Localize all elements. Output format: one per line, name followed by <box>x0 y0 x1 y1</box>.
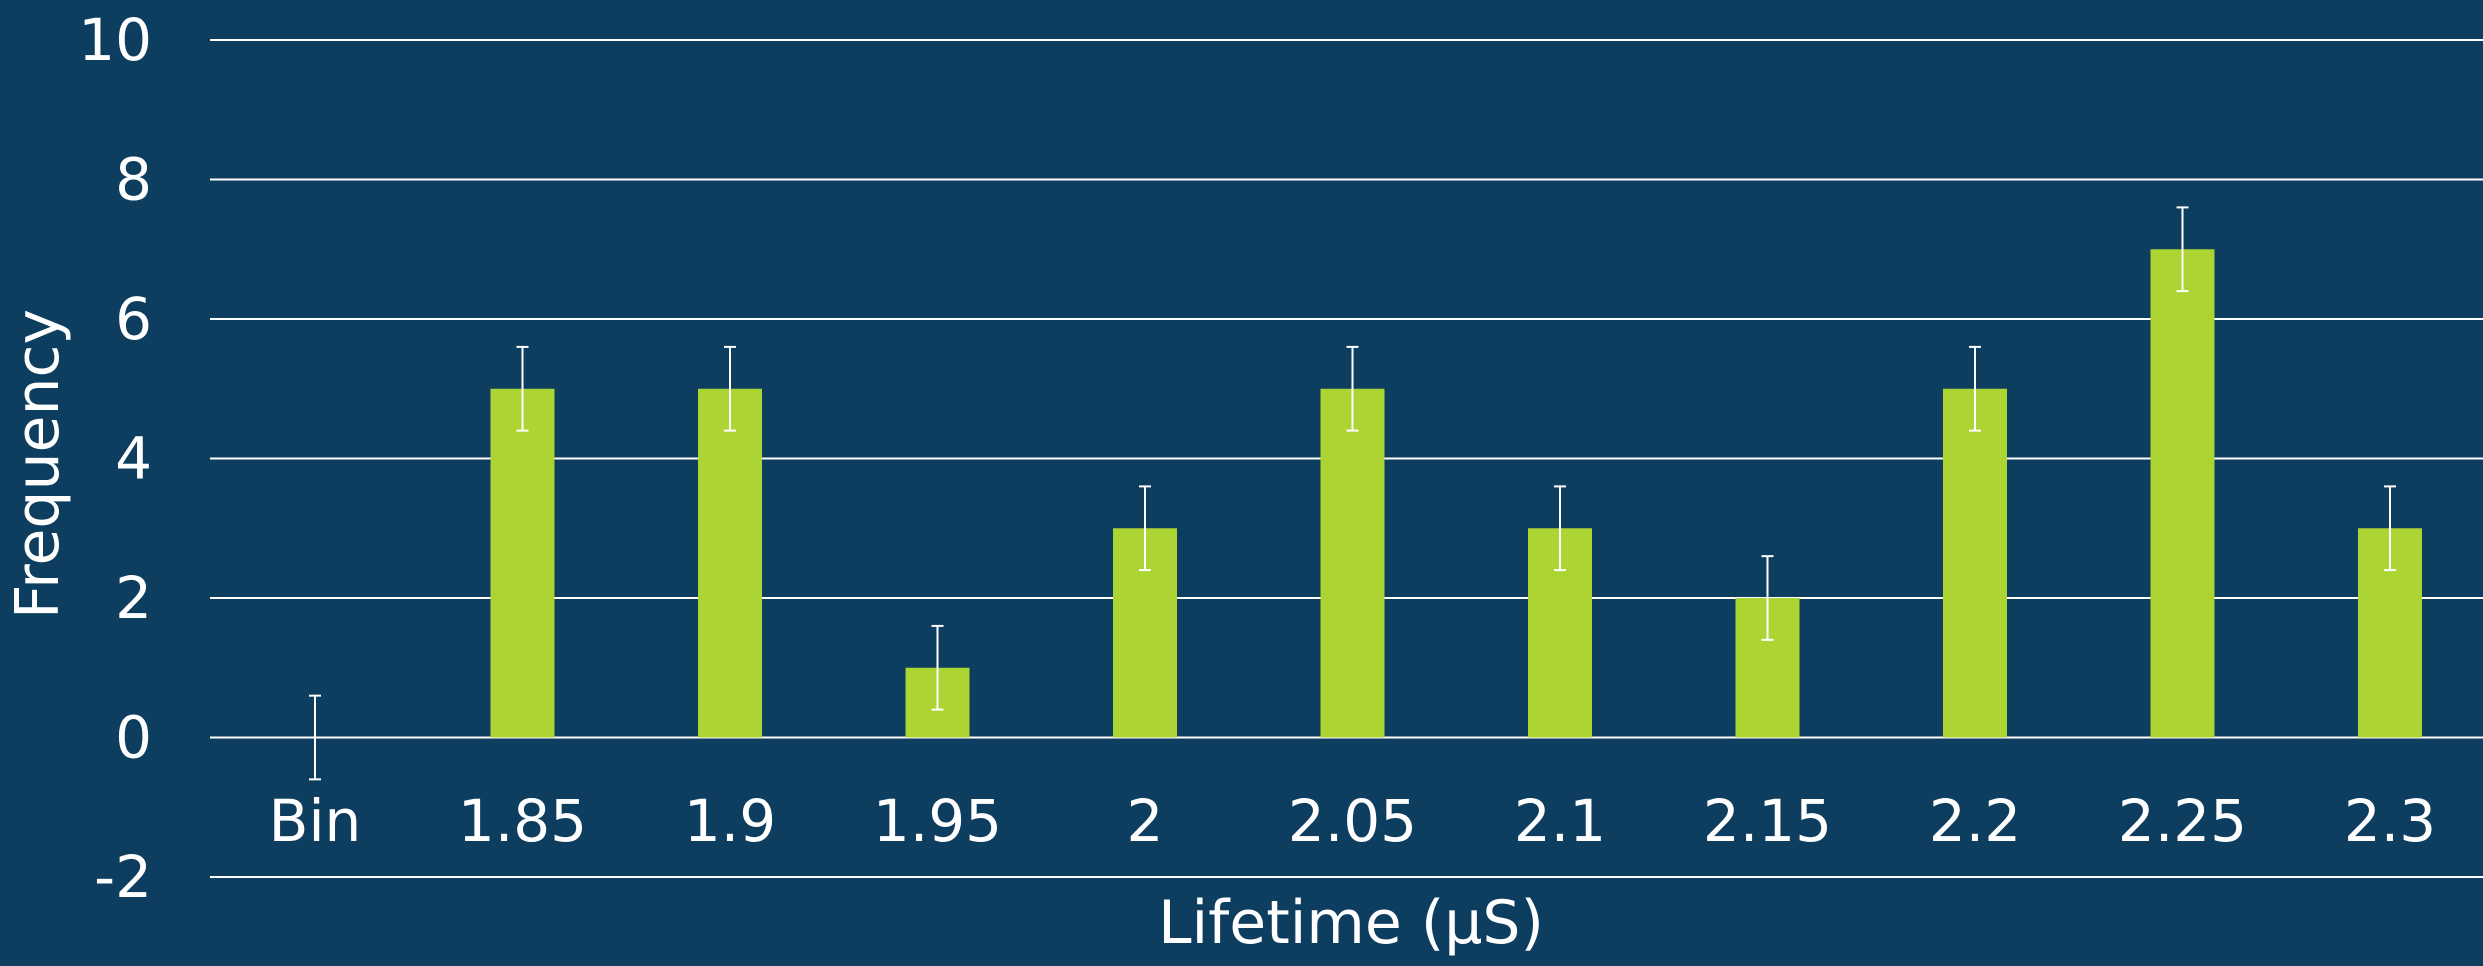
error-bar <box>516 345 529 432</box>
x-tick-label: 2 <box>1127 787 1164 855</box>
x-tick-label: 2.05 <box>1288 787 1417 855</box>
x-tick-label: 1.9 <box>684 787 776 855</box>
y-tick-label: 4 <box>115 425 152 493</box>
error-bar <box>1761 555 1774 641</box>
y-axis-title: Frequency <box>3 309 73 619</box>
x-tick-label: Bin <box>269 787 362 855</box>
x-axis-title: Lifetime (µS) <box>1158 888 1544 958</box>
error-bar <box>2176 206 2189 293</box>
y-tick-label: 2 <box>115 564 152 632</box>
error-bar <box>2384 485 2396 572</box>
y-tick-label: 6 <box>115 285 152 353</box>
bar <box>490 388 555 738</box>
error-bar <box>1139 485 1151 572</box>
error-bar <box>724 345 736 432</box>
bars <box>490 249 2422 738</box>
x-tick-label: 1.85 <box>458 787 587 855</box>
x-tick-label: 2.3 <box>2344 787 2436 855</box>
error-bars <box>309 206 2396 781</box>
bar <box>698 388 762 738</box>
error-bar <box>1969 345 1981 432</box>
x-tick-label: 2.25 <box>2118 787 2247 855</box>
y-tick-label: 10 <box>78 6 152 74</box>
x-tick-label: 1.95 <box>873 787 1002 855</box>
y-tick-label: 8 <box>115 146 152 214</box>
bar <box>1943 388 2007 738</box>
y-tick-label: 0 <box>115 704 152 772</box>
bar <box>2150 249 2215 738</box>
bar <box>1320 388 1385 738</box>
error-bar <box>309 694 321 781</box>
error-bar <box>1346 345 1359 432</box>
error-bar <box>931 624 944 711</box>
x-tick-label: 2.15 <box>1703 787 1832 855</box>
y-axis-tick-labels: -2 0 2 4 6 8 10 <box>78 6 152 911</box>
x-axis-tick-labels: Bin 1.85 1.9 1.95 2 2.05 2.1 2.15 2.2 2.25 2.3 <box>269 787 2436 855</box>
x-tick-label: 2.2 <box>1929 787 2021 855</box>
error-bar <box>1554 485 1566 572</box>
y-tick-label: -2 <box>94 843 152 911</box>
x-tick-label: 2.1 <box>1514 787 1606 855</box>
